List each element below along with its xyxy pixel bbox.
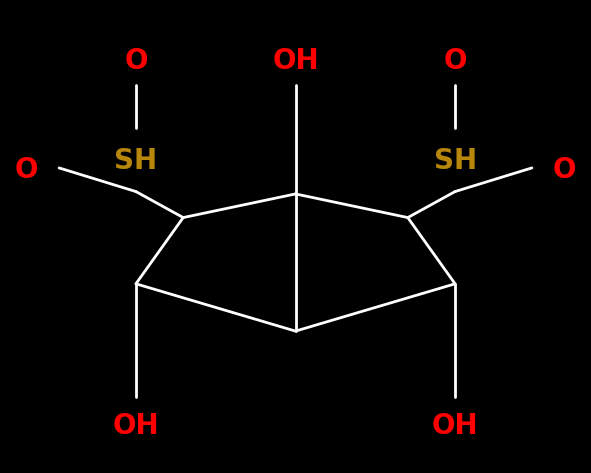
Text: SH: SH xyxy=(434,147,476,175)
Text: OH: OH xyxy=(272,47,319,76)
Text: SH: SH xyxy=(115,147,157,175)
Text: O: O xyxy=(124,47,148,76)
Text: O: O xyxy=(553,156,576,184)
Text: OH: OH xyxy=(113,412,159,440)
Text: O: O xyxy=(443,47,467,76)
Text: O: O xyxy=(15,156,38,184)
Text: OH: OH xyxy=(432,412,478,440)
